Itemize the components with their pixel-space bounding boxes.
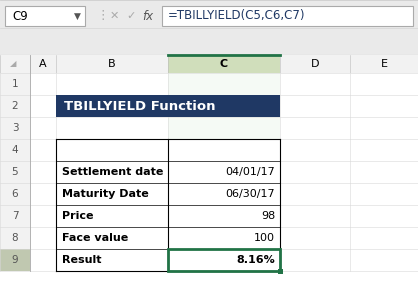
Bar [0, 55, 418, 73]
Text: 8: 8 [12, 233, 18, 243]
Bar [30, 249, 56, 271]
Bar [0, 95, 30, 117]
Bar [0, 55, 418, 302]
Text: Price: Price [62, 211, 94, 221]
Text: C9: C9 [12, 9, 28, 23]
Bar [30, 205, 56, 227]
Text: E: E [380, 59, 387, 69]
Bar [168, 95, 280, 117]
Bar [30, 227, 56, 249]
Bar [30, 139, 56, 161]
Text: A: A [39, 59, 47, 69]
Bar [168, 161, 280, 183]
Text: B: B [108, 59, 116, 69]
Bar [56, 161, 418, 183]
Text: ▼: ▼ [74, 11, 81, 21]
Text: 5: 5 [12, 167, 18, 177]
Text: =TBILLYIELD(C5,C6,C7): =TBILLYIELD(C5,C6,C7) [168, 9, 306, 23]
Bar [5, 6, 85, 26]
Text: D: D [311, 59, 319, 69]
Bar [30, 161, 56, 183]
Text: 2: 2 [12, 101, 18, 111]
Bar [30, 117, 56, 139]
Bar [168, 55, 280, 73]
Text: Settlement date: Settlement date [62, 167, 163, 177]
Text: Result: Result [62, 255, 102, 265]
Text: ◢: ◢ [10, 59, 16, 69]
Text: 1: 1 [12, 79, 18, 89]
Bar [168, 73, 280, 95]
Bar [168, 249, 280, 271]
Bar [56, 117, 418, 139]
Bar [30, 95, 56, 117]
Text: 9: 9 [12, 255, 18, 265]
Bar [168, 249, 280, 271]
Text: 3: 3 [12, 123, 18, 133]
Bar [0, 73, 30, 95]
Bar [162, 6, 413, 26]
Text: fx: fx [142, 9, 153, 23]
Bar [168, 139, 280, 161]
Text: ⋮: ⋮ [96, 9, 109, 23]
Bar [0, 227, 30, 249]
Bar [56, 139, 280, 271]
Bar [0, 161, 30, 183]
Text: 6: 6 [12, 189, 18, 199]
Bar [168, 183, 280, 205]
Bar [56, 205, 418, 227]
Bar [0, 0, 418, 55]
Bar [56, 227, 418, 249]
Bar [168, 205, 280, 227]
Bar [0, 249, 30, 271]
Text: 100: 100 [254, 233, 275, 243]
Bar [56, 139, 418, 161]
Bar [0, 117, 30, 139]
Bar [168, 117, 280, 139]
Text: 04/01/17: 04/01/17 [225, 167, 275, 177]
Text: Maturity Date: Maturity Date [62, 189, 149, 199]
Bar [30, 183, 56, 205]
Text: ✕: ✕ [110, 11, 120, 21]
Bar [56, 95, 418, 117]
Text: 98: 98 [261, 211, 275, 221]
Bar [56, 183, 418, 205]
Bar [56, 249, 418, 271]
Bar [56, 95, 280, 117]
Text: 7: 7 [12, 211, 18, 221]
Bar [56, 73, 418, 95]
Text: 4: 4 [12, 145, 18, 155]
Bar [0, 205, 30, 227]
Text: C: C [220, 59, 228, 69]
Text: 06/30/17: 06/30/17 [225, 189, 275, 199]
Bar [278, 269, 283, 274]
Bar [0, 183, 30, 205]
Bar [0, 139, 30, 161]
Text: ✓: ✓ [126, 11, 135, 21]
Bar [168, 227, 280, 249]
Bar [30, 73, 56, 95]
Text: TBILLYIELD Function: TBILLYIELD Function [64, 99, 216, 113]
Text: 8.16%: 8.16% [236, 255, 275, 265]
Text: Face value: Face value [62, 233, 128, 243]
